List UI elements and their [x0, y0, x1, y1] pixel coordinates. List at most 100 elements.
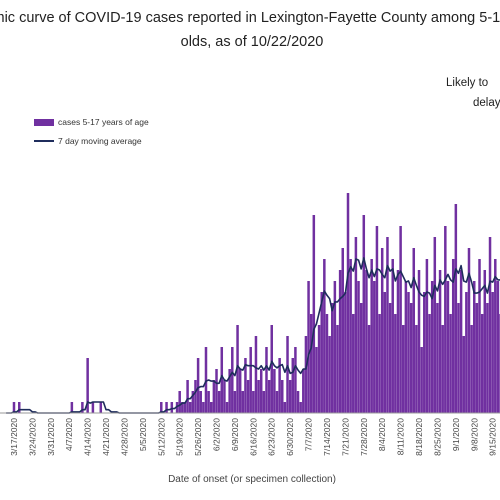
bar: [317, 325, 321, 413]
bar: [241, 391, 245, 413]
bar: [354, 237, 358, 413]
x-tick-label: 7/14/2020: [322, 418, 332, 456]
bar: [275, 391, 279, 413]
bar: [309, 314, 313, 413]
bar: [386, 237, 389, 413]
bar: [373, 281, 376, 413]
bar: [252, 391, 255, 413]
bar: [273, 369, 276, 413]
legend-label: cases 5-17 years of age: [58, 117, 149, 127]
bar: [330, 303, 334, 413]
bar: [99, 402, 103, 413]
bar: [259, 369, 263, 413]
bar: [409, 303, 413, 413]
bar: [365, 270, 368, 413]
bar: [207, 391, 210, 413]
x-tick-label: 8/25/2020: [432, 418, 442, 456]
bar: [349, 259, 352, 413]
bar: [338, 270, 342, 413]
bar: [223, 380, 226, 413]
bar: [433, 237, 437, 413]
bar: [91, 402, 95, 413]
bar: [451, 259, 455, 413]
bar: [496, 281, 500, 413]
bar: [249, 347, 252, 413]
x-tick-label: 8/18/2020: [414, 418, 424, 456]
bar: [341, 248, 344, 413]
bar: [315, 347, 318, 413]
bar: [70, 402, 74, 413]
bar: [333, 281, 337, 413]
x-tick-label: 7/28/2020: [359, 418, 369, 456]
bar: [467, 248, 471, 413]
bar: [407, 292, 410, 413]
bar: [228, 369, 231, 413]
bar: [236, 325, 239, 413]
bar: [281, 380, 284, 413]
annotation: Likely to: [446, 77, 488, 89]
bar: [183, 402, 187, 413]
bar: [231, 347, 234, 413]
bar: [202, 402, 205, 413]
bar: [328, 336, 331, 413]
bar: [415, 325, 418, 413]
bar: [320, 292, 323, 413]
bar: [225, 402, 229, 413]
x-tick-label: 6/23/2020: [267, 418, 277, 456]
bar: [304, 336, 308, 413]
x-tick-label: 4/7/2020: [64, 418, 74, 451]
chart-title: olds, as of 10/22/2020: [181, 34, 324, 50]
bar: [425, 259, 429, 413]
bar: [296, 391, 300, 413]
bar: [262, 391, 266, 413]
bar: [215, 369, 218, 413]
bar: [212, 380, 216, 413]
bar: [160, 402, 163, 413]
bar: [165, 402, 168, 413]
x-tick-label: 4/28/2020: [119, 418, 129, 456]
bar: [459, 270, 463, 413]
bar: [470, 325, 473, 413]
bar: [478, 259, 481, 413]
bar: [194, 380, 197, 413]
bar: [394, 314, 397, 413]
bar: [246, 380, 250, 413]
bar: [483, 270, 487, 413]
bar: [412, 248, 416, 413]
x-tick-label: 6/9/2020: [230, 418, 240, 451]
bar: [244, 358, 247, 413]
bar: [396, 270, 400, 413]
bar: [449, 314, 452, 413]
legend-swatch: [34, 119, 54, 126]
x-tick-label: 3/24/2020: [27, 418, 37, 456]
bar: [312, 215, 316, 413]
bar: [462, 336, 465, 413]
bar: [238, 369, 242, 413]
bar: [420, 347, 423, 413]
bar: [370, 259, 373, 413]
bar: [323, 259, 326, 413]
bar: [299, 402, 302, 413]
bar: [375, 226, 379, 413]
x-tick-label: 7/7/2020: [304, 418, 314, 451]
bar: [217, 391, 221, 413]
x-tick-label: 4/14/2020: [83, 418, 93, 456]
x-tick-label: 6/30/2020: [285, 418, 295, 456]
bar: [380, 248, 384, 413]
x-tick-label: 9/15/2020: [488, 418, 498, 456]
bar: [444, 226, 447, 413]
bar: [178, 391, 181, 413]
bar: [378, 314, 381, 413]
bar: [81, 402, 84, 413]
bar: [278, 358, 281, 413]
chart-title: emic curve of COVID-19 cases reported in…: [0, 10, 500, 26]
bar: [18, 402, 21, 413]
bar: [181, 402, 184, 413]
bar: [494, 259, 497, 413]
bar: [191, 391, 195, 413]
x-tick-label: 8/11/2020: [396, 418, 406, 455]
bar: [436, 303, 439, 413]
bar: [362, 215, 366, 413]
